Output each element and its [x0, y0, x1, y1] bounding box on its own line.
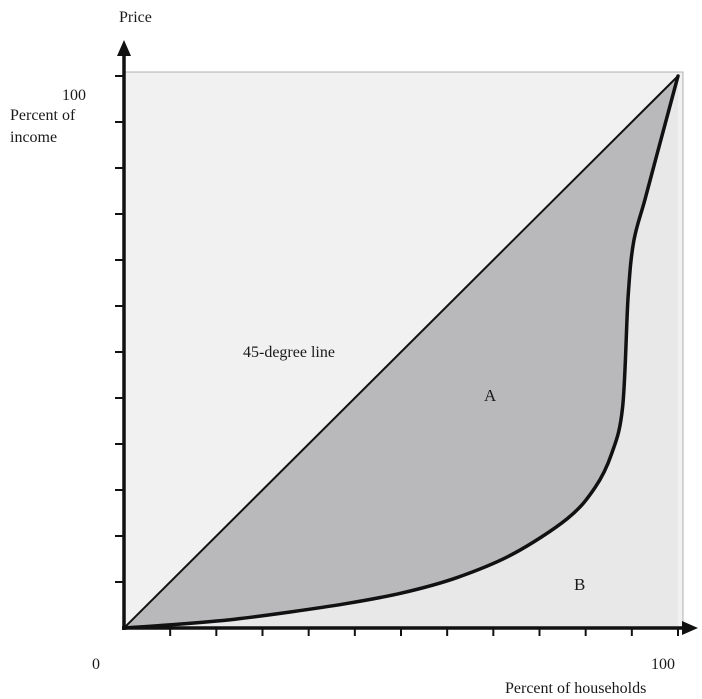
x-axis-label: Percent of households	[505, 680, 646, 697]
y-tick-label-100: 100	[62, 87, 86, 104]
y-axis-arrowhead	[117, 40, 131, 56]
x-tick-label-100: 100	[651, 656, 675, 673]
region-label-b: B	[574, 575, 585, 594]
y-axis-top-label: Price	[119, 9, 152, 26]
y-axis-label-line: Percent of	[10, 107, 76, 124]
y-axis-label-line: income	[10, 129, 57, 146]
series-line-lorenz-curve	[122, 74, 680, 630]
area-b	[124, 76, 678, 628]
x-tick-label-0: 0	[92, 656, 100, 673]
y-axis-label: Percent of income	[10, 107, 76, 146]
x-axis-arrowhead	[682, 621, 698, 635]
region-label-a: A	[484, 386, 497, 405]
series-line-45-degree	[123, 75, 679, 629]
series-label-45-degree-line: 45-degree line	[243, 344, 335, 361]
axes	[115, 40, 698, 636]
